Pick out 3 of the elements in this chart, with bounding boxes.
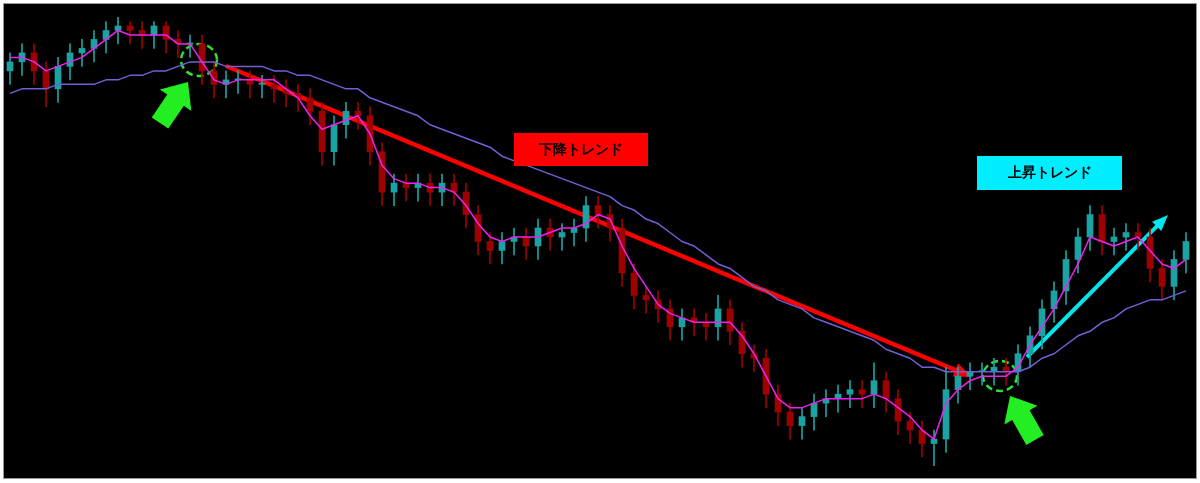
label-box: 上昇トレンド [977,156,1122,190]
label-box: 下降トレンド [514,133,648,166]
candlestick [258,75,266,99]
